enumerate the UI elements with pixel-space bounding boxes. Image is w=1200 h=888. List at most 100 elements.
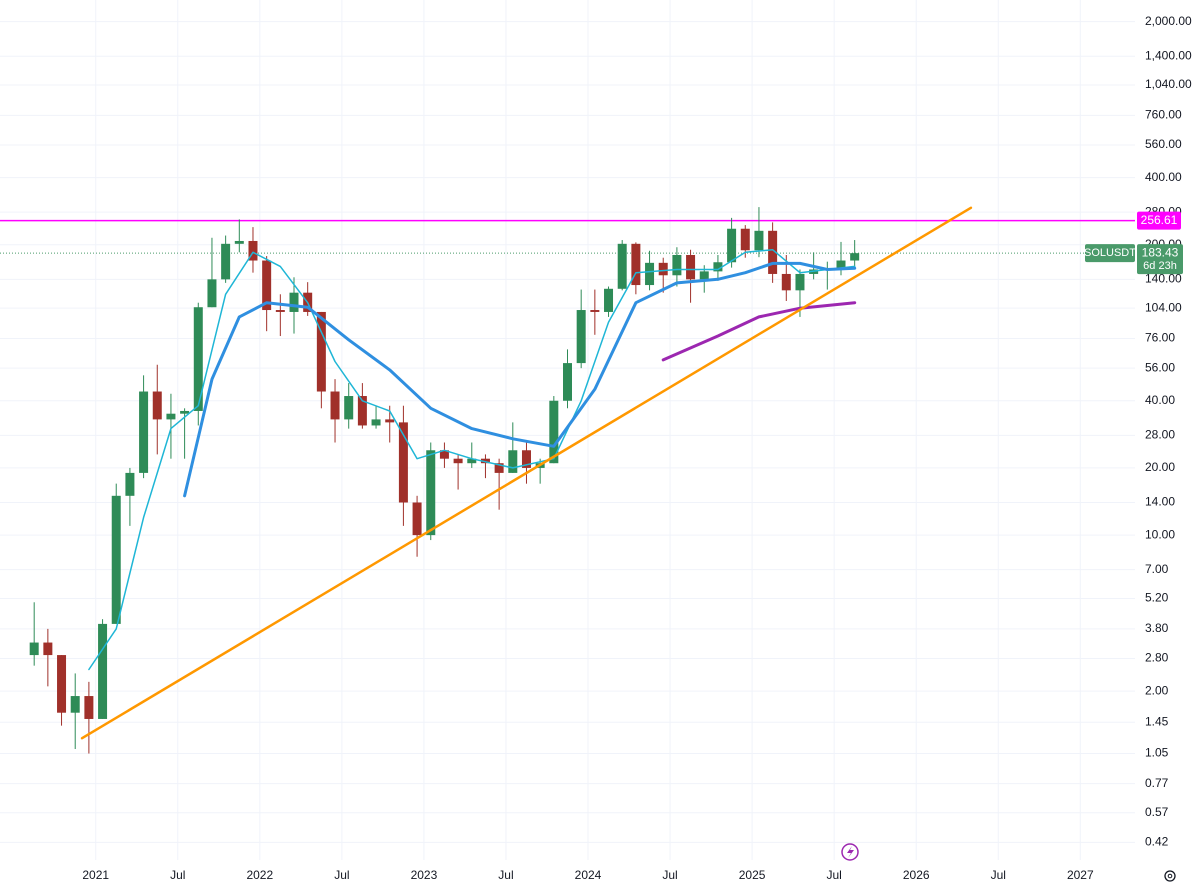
candle-body xyxy=(152,391,162,420)
gear-ring xyxy=(1164,870,1176,882)
candle-body xyxy=(781,273,791,291)
candle-body xyxy=(590,310,600,312)
countdown-label: 6d 23h xyxy=(1143,260,1177,272)
candle-body xyxy=(412,502,422,536)
settings-icon[interactable] xyxy=(1164,870,1176,882)
candle-body xyxy=(439,450,449,459)
x-tick-label: 2026 xyxy=(903,868,930,882)
price-box xyxy=(1137,244,1183,275)
y-tick-label: 104.00 xyxy=(1145,300,1182,314)
x-tick-label: 2024 xyxy=(575,868,602,882)
candle-body xyxy=(98,623,108,719)
candle-body xyxy=(29,642,39,656)
y-tick-label: 40.00 xyxy=(1145,393,1175,407)
y-tick-label: 56.00 xyxy=(1145,360,1175,374)
y-tick-label: 14.00 xyxy=(1145,495,1175,509)
x-tick-label: 2027 xyxy=(1067,868,1094,882)
candle-body xyxy=(70,696,80,713)
candle-body xyxy=(467,458,477,464)
candle-body xyxy=(125,472,135,496)
y-tick-label: 1,400.00 xyxy=(1145,48,1192,62)
candle-body xyxy=(604,288,614,312)
y-tick-label: 1.45 xyxy=(1145,714,1169,728)
candle-body xyxy=(686,254,696,280)
candle-body xyxy=(234,240,244,244)
candle-body xyxy=(631,243,641,286)
candle-body xyxy=(494,463,504,473)
candle-body xyxy=(248,240,258,261)
icon-bolt xyxy=(847,846,854,858)
level-label: 256.61 xyxy=(1141,213,1178,227)
candle-body xyxy=(727,228,737,263)
x-tick-label: Jul xyxy=(334,868,349,882)
candle-body xyxy=(658,262,668,276)
y-tick-label: 3.80 xyxy=(1145,621,1169,635)
candle-body xyxy=(521,450,531,468)
candle-body xyxy=(795,273,805,291)
candle-body xyxy=(43,642,53,656)
candle-body xyxy=(275,310,285,312)
candle-body xyxy=(563,363,572,401)
y-tick-label: 7.00 xyxy=(1145,562,1169,576)
candle-body xyxy=(508,450,518,473)
candle-body xyxy=(262,260,272,311)
icon-ring xyxy=(841,843,859,861)
candle-body xyxy=(385,419,395,423)
y-tick-label: 5.20 xyxy=(1145,591,1169,605)
gear-hub xyxy=(1167,873,1173,879)
y-tick-label: 0.77 xyxy=(1145,776,1169,790)
y-tick-label: 1.05 xyxy=(1145,746,1169,760)
x-tick-label: 2022 xyxy=(246,868,273,882)
moving-average xyxy=(88,248,856,671)
candle-body xyxy=(426,450,436,536)
trendline xyxy=(80,206,973,740)
candle-body xyxy=(330,391,340,420)
y-tick-label: 2.00 xyxy=(1145,683,1169,697)
y-tick-label: 20.00 xyxy=(1145,460,1175,474)
candle-body xyxy=(193,307,203,411)
symbol-box xyxy=(1085,244,1135,263)
candle-body xyxy=(836,260,846,270)
y-tick-label: 76.00 xyxy=(1145,331,1175,345)
candle-body xyxy=(111,495,121,624)
y-tick-label: 560.00 xyxy=(1145,137,1182,151)
candle-body xyxy=(84,696,94,719)
price-label: 183.43 xyxy=(1142,245,1179,259)
candle-body xyxy=(139,391,149,473)
candle-body xyxy=(371,419,381,426)
candle-body xyxy=(289,292,299,312)
y-tick-label: 140.00 xyxy=(1145,272,1182,286)
candle-body xyxy=(576,310,586,364)
x-tick-label: Jul xyxy=(662,868,677,882)
moving-average xyxy=(661,301,857,362)
candle-body xyxy=(549,400,559,464)
y-tick-label: 0.57 xyxy=(1145,805,1169,819)
y-tick-label: 0.42 xyxy=(1145,835,1169,849)
y-tick-label: 10.00 xyxy=(1145,527,1175,541)
candle-body xyxy=(57,655,67,713)
candle-body xyxy=(344,396,354,420)
y-tick-label: 760.00 xyxy=(1145,108,1182,122)
candle-body xyxy=(207,279,217,308)
x-tick-label: Jul xyxy=(826,868,841,882)
x-tick-label: Jul xyxy=(170,868,185,882)
candle-body xyxy=(398,422,408,503)
candle-body xyxy=(754,230,764,251)
level-label-box xyxy=(1137,211,1181,230)
y-tick-label: 2.80 xyxy=(1145,651,1169,665)
candle-body xyxy=(645,262,655,286)
candle-body xyxy=(699,271,709,280)
symbol-label: SOLUSDT xyxy=(1084,247,1136,259)
candle-body xyxy=(357,396,367,426)
candle-body xyxy=(453,458,463,464)
candle-body xyxy=(713,262,723,272)
candle-body xyxy=(221,243,231,280)
y-tick-label: 1,040.00 xyxy=(1145,77,1192,91)
x-tick-label: 2023 xyxy=(411,868,438,882)
lightning-icon[interactable] xyxy=(841,843,859,861)
candle-body xyxy=(480,458,490,464)
candle-body xyxy=(672,254,682,276)
